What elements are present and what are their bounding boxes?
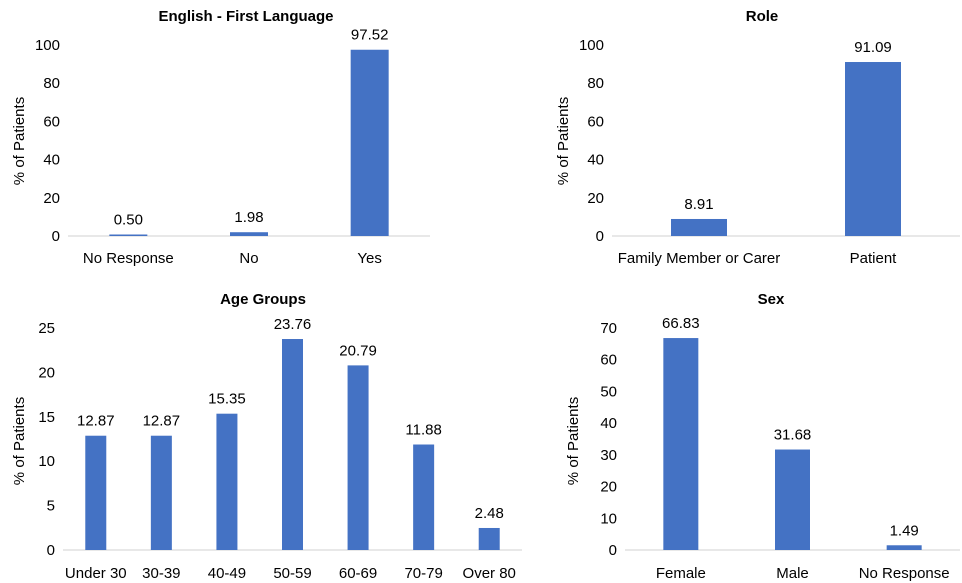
bar — [347, 365, 369, 550]
data-label: 23.76 — [274, 316, 312, 333]
bar — [216, 413, 238, 550]
y-tick-label: 60 — [43, 113, 60, 130]
chart-title: English - First Language — [158, 8, 333, 25]
bar — [282, 339, 303, 550]
bar — [109, 234, 148, 236]
y-tick-label: 0 — [596, 228, 604, 245]
x-category-label: Patient — [850, 250, 898, 267]
x-category-label: 40-49 — [208, 565, 246, 582]
y-tick-label: 25 — [38, 320, 55, 337]
data-label: 1.98 — [234, 209, 263, 226]
data-label: 15.35 — [208, 391, 246, 408]
bar — [85, 435, 107, 550]
data-label: 1.49 — [890, 522, 919, 539]
bar — [413, 444, 435, 550]
y-tick-label: 80 — [43, 75, 60, 92]
data-label: 66.83 — [662, 315, 700, 332]
y-tick-label: 70 — [600, 320, 617, 337]
y-tick-label: 10 — [600, 510, 617, 527]
y-tick-label: 15 — [38, 409, 55, 426]
x-category-label: 70-79 — [404, 565, 442, 582]
y-tick-label: 5 — [47, 498, 55, 515]
y-tick-label: 60 — [600, 352, 617, 369]
y-tick-label: 40 — [600, 415, 617, 432]
chart-role: Role % of Patients 0 20 40 60 80 100 8.91 Famil… — [555, 8, 960, 267]
bar — [845, 62, 901, 237]
x-category-label: 60-69 — [339, 565, 377, 582]
x-category-label: Yes — [357, 250, 381, 267]
data-label: 11.88 — [405, 422, 441, 439]
x-category-label: Under 30 — [65, 565, 127, 582]
chart-title: Age Groups — [220, 291, 306, 308]
data-label: 31.68 — [774, 427, 812, 444]
y-tick-label: 0 — [52, 228, 60, 245]
y-tick-label: 40 — [587, 152, 604, 169]
data-label: 91.09 — [854, 39, 892, 56]
x-category-label: 30-39 — [142, 565, 180, 582]
y-axis-label: % of Patients — [555, 97, 572, 185]
y-tick-label: 20 — [43, 190, 60, 207]
bar — [350, 49, 389, 236]
y-axis-label: % of Patients — [565, 397, 582, 485]
x-category-label: Male — [776, 565, 809, 582]
y-tick-label: 60 — [587, 113, 604, 130]
bar — [886, 545, 922, 550]
y-axis-label: % of Patients — [11, 97, 28, 185]
y-tick-label: 40 — [43, 152, 60, 169]
chart-age-groups: Age Groups % of Patients 0 5 10 15 20 25 12.87… — [11, 291, 522, 582]
chart-sex: Sex % of Patients 0 10 20 30 40 50 60 70 66.83 Fe… — [565, 291, 960, 582]
x-category-label: No Response — [859, 565, 950, 582]
x-category-label: 50-59 — [273, 565, 311, 582]
x-category-label: Female — [656, 565, 706, 582]
y-tick-label: 80 — [587, 75, 604, 92]
y-tick-label: 50 — [600, 383, 617, 400]
data-label: 2.48 — [475, 505, 504, 522]
y-tick-label: 20 — [587, 190, 604, 207]
bar — [671, 218, 727, 236]
data-label: 20.79 — [339, 342, 377, 359]
data-label: 12.87 — [77, 413, 115, 430]
chart-title: Sex — [758, 291, 785, 308]
y-tick-label: 20 — [600, 479, 617, 496]
data-label: 8.91 — [684, 196, 713, 213]
y-tick-label: 100 — [579, 37, 604, 54]
x-category-label: No Response — [83, 250, 174, 267]
y-axis-label: % of Patients — [11, 397, 28, 485]
data-label: 0.50 — [114, 212, 143, 229]
y-tick-label: 0 — [47, 542, 55, 559]
y-tick-label: 0 — [609, 542, 617, 559]
y-tick-label: 10 — [38, 453, 55, 470]
data-label: 12.87 — [143, 413, 181, 430]
x-category-label: Over 80 — [463, 565, 516, 582]
bar — [230, 232, 268, 236]
data-label: 97.52 — [351, 27, 389, 44]
x-category-label: Family Member or Carer — [618, 250, 781, 267]
bar — [150, 435, 172, 550]
chart-english-first-language: English - First Language % of Patients 0… — [11, 8, 430, 267]
y-tick-label: 100 — [35, 37, 60, 54]
y-tick-label: 20 — [38, 364, 55, 381]
x-category-label: No — [239, 250, 258, 267]
chart-title: Role — [746, 8, 779, 25]
bar — [775, 449, 810, 550]
bar — [663, 338, 699, 550]
bar — [478, 527, 500, 550]
y-tick-label: 30 — [600, 447, 617, 464]
